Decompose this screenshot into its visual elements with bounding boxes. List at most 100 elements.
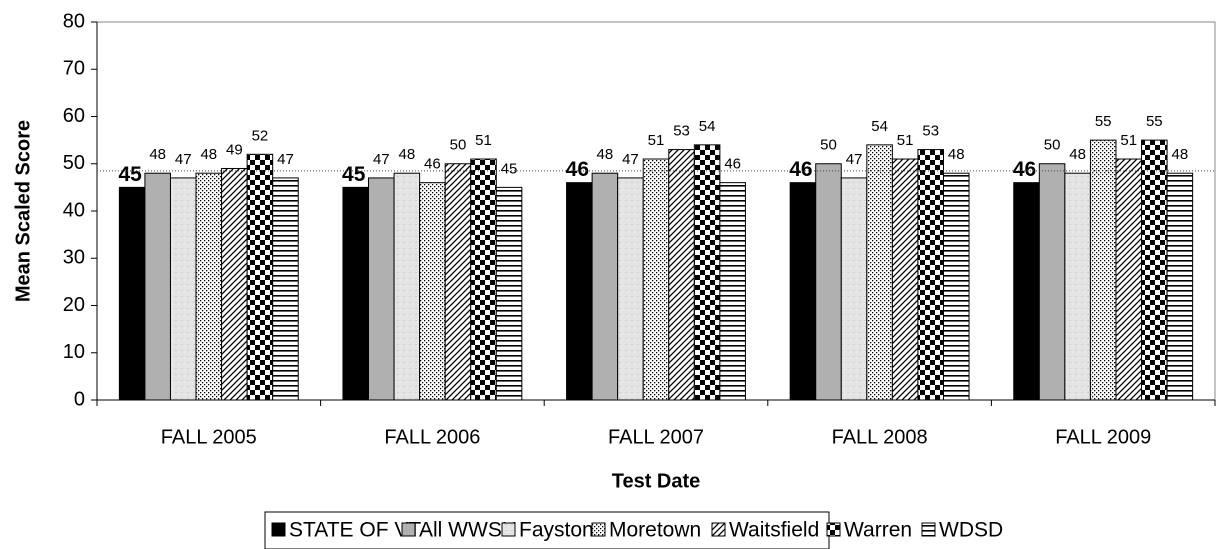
bar [693,144,721,401]
bar [1038,163,1066,401]
bar [668,149,695,401]
bar [866,144,893,401]
data-label: 48 [948,146,965,163]
data-label: 48 [1172,146,1189,163]
y-tick-label: 80 [63,10,85,32]
data-label: 55 [1095,113,1112,130]
bar [144,172,171,401]
legend-label: WDSD [939,519,1003,542]
data-label: 47 [846,151,863,168]
y-tick-label: 30 [63,247,85,269]
y-tick-label: 10 [63,341,85,363]
data-label: 47 [622,151,639,168]
bar [246,153,274,401]
data-label: 46 [566,158,589,181]
legend-swatch [501,522,516,537]
x-tick-label: FALL 2005 [161,426,257,448]
bar [1115,158,1143,401]
bar [1141,139,1168,401]
data-label: 54 [699,118,716,135]
bar [1089,139,1117,401]
data-label: 47 [373,151,390,168]
bar [840,177,868,401]
legend-label: Moretown [609,519,701,542]
data-label: 45 [342,163,366,186]
y-tick-label: 60 [63,105,85,127]
data-label: 46 [789,158,812,181]
data-label: 52 [252,127,269,144]
bar [1064,172,1091,401]
data-label: 50 [450,137,467,154]
data-label: 53 [922,123,939,140]
bar [917,149,944,401]
bar [272,177,299,401]
bar [815,163,842,401]
data-label: 47 [277,151,294,168]
data-label: 45 [501,160,518,177]
data-label: 49 [226,141,243,158]
bar [942,172,970,401]
bar [789,182,817,401]
x-tick-label: FALL 2007 [608,426,704,448]
legend-swatch [591,522,606,537]
data-label: 48 [399,146,416,163]
data-label: 48 [1069,146,1086,163]
data-label: 45 [118,163,142,186]
bar [495,186,523,401]
data-label: 46 [724,156,741,173]
bar [342,186,370,401]
bar [118,186,146,401]
y-tick-label: 70 [63,58,85,80]
data-label: 51 [475,132,492,149]
data-label: 48 [200,146,217,163]
legend-swatch [271,522,286,537]
bar [169,177,197,401]
bar [1166,172,1194,401]
bar [444,163,472,401]
data-label: 50 [1044,137,1061,154]
legend-label: Warren [844,519,912,542]
data-label: 55 [1146,113,1163,130]
data-label: 51 [1120,132,1137,149]
legend-box [264,511,830,549]
bar [891,158,919,401]
legend-swatch [826,522,841,537]
legend-swatch [711,522,726,537]
bar [591,172,619,401]
data-label: 54 [871,118,888,135]
data-label: 46 [424,156,441,173]
y-axis-title: Mean Scaled Score [12,120,34,302]
bar [195,172,223,401]
y-tick-label: 20 [63,294,85,316]
y-tick-label: 0 [74,388,85,410]
legend-label: All WWSU [419,519,517,542]
data-label: 51 [648,132,665,149]
y-tick-label: 50 [63,152,85,174]
data-label: 50 [820,137,837,154]
bar [719,182,746,401]
bar [419,182,446,401]
data-label: 48 [597,146,614,163]
bar [566,182,593,401]
legend-swatch [401,522,416,537]
x-tick-label: FALL 2008 [832,426,928,448]
legend-label: Waitsfield [729,519,819,542]
data-label: 48 [149,146,166,163]
legend-swatch [921,522,936,537]
bar [368,177,395,401]
legend-label: STATE OF VT [289,519,421,542]
x-axis-title: Test Date [612,470,701,492]
y-tick-label: 40 [63,199,85,221]
data-label: 46 [1013,158,1036,181]
bar [1013,182,1040,401]
data-label: 51 [897,132,914,149]
data-label: 47 [175,151,192,168]
bar [393,172,421,401]
bar [221,167,248,401]
x-tick-label: FALL 2009 [1055,426,1151,448]
data-label: 53 [673,123,690,140]
bar [642,158,670,401]
bar [470,158,497,401]
x-tick-label: FALL 2006 [384,426,480,448]
